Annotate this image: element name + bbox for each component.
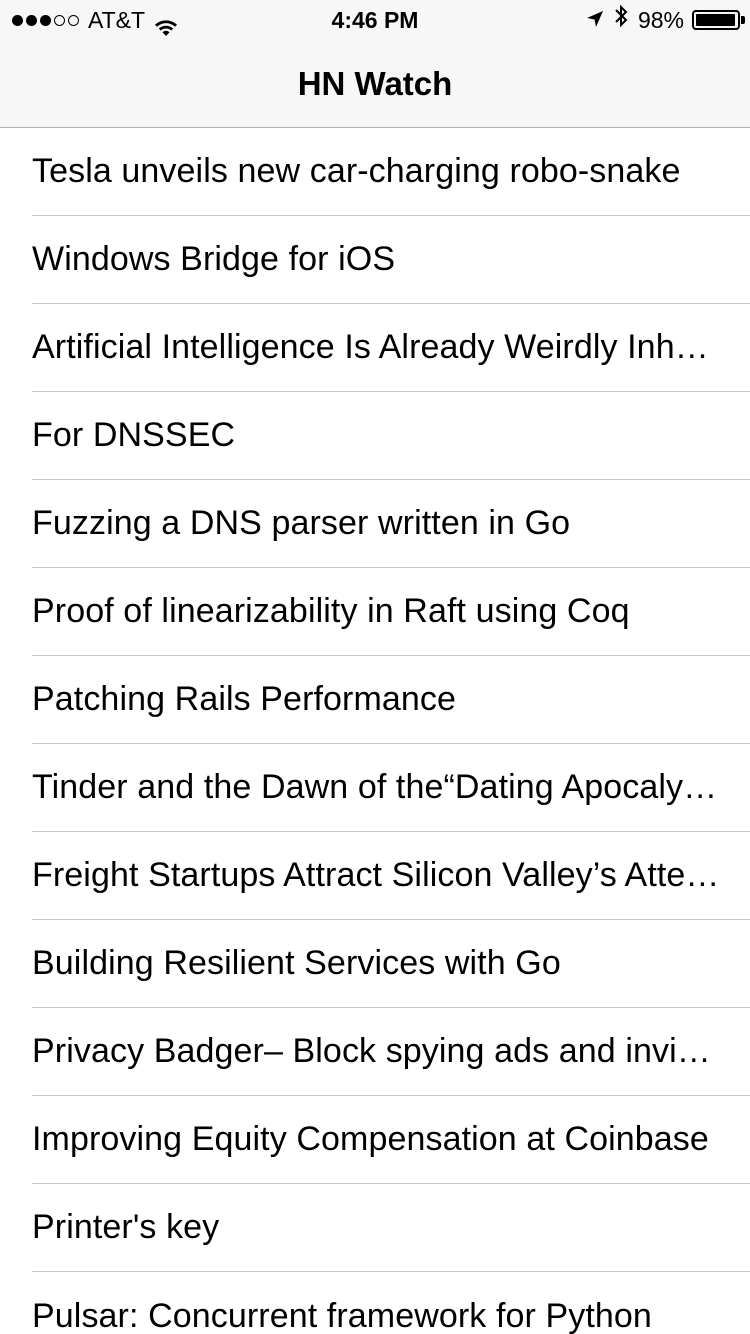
carrier-name: AT&T (88, 7, 146, 33)
signal-dot-empty (54, 14, 65, 26)
story-row[interactable]: Artificial Intelligence Is Already Weird… (0, 304, 750, 392)
status-bar: AT&T 4:46 PM 98% (0, 0, 750, 40)
story-row[interactable]: Freight Startups Attract Silicon Valley’… (0, 832, 750, 920)
story-row[interactable]: Fuzzing a DNS parser written in Go (0, 480, 750, 568)
location-arrow-icon (586, 0, 604, 40)
story-list[interactable]: Tesla unveils new car-charging robo-snak… (0, 128, 750, 1334)
story-title: Windows Bridge for iOS (32, 240, 396, 278)
signal-dot-filled (26, 14, 37, 26)
battery-cap (741, 16, 745, 24)
story-title: Building Resilient Services with Go (32, 944, 561, 982)
story-row[interactable]: Building Resilient Services with Go (0, 920, 750, 1008)
status-right: 98% (586, 0, 745, 40)
story-row[interactable]: Tesla unveils new car-charging robo-snak… (0, 128, 750, 216)
story-title: For DNSSEC (32, 416, 236, 454)
page-title: HN Watch (297, 65, 453, 102)
story-row[interactable]: Printer's key (0, 1184, 750, 1272)
signal-dot-empty (68, 14, 79, 26)
story-title: Improving Equity Compensation at Coinbas… (32, 1120, 709, 1158)
signal-dot-filled (40, 14, 51, 26)
story-title: Tesla unveils new car-charging robo-snak… (32, 152, 681, 190)
navigation-bar: HN Watch (0, 40, 750, 128)
story-title: Privacy Badger– Block spying ads and inv… (32, 1032, 720, 1070)
battery-fill (696, 14, 736, 26)
story-title: Printer's key (32, 1208, 220, 1246)
story-title: Patching Rails Performance (32, 680, 457, 718)
wifi-icon (153, 10, 179, 36)
story-title: Fuzzing a DNS parser written in Go (32, 504, 571, 542)
story-row[interactable]: Improving Equity Compensation at Coinbas… (0, 1096, 750, 1184)
story-row[interactable]: Patching Rails Performance (0, 656, 750, 744)
bluetooth-icon (614, 0, 628, 40)
story-title: Proof of linearizability in Raft using C… (32, 592, 630, 630)
signal-dot-filled (12, 14, 23, 26)
signal-strength-icon (12, 14, 82, 26)
story-row[interactable]: For DNSSEC (0, 392, 750, 480)
story-title: Freight Startups Attract Silicon Valley’… (32, 856, 720, 894)
story-row[interactable]: Tinder and the Dawn of the“Dating Apocal… (0, 744, 750, 832)
battery-percent: 98% (637, 7, 684, 33)
story-row[interactable]: Windows Bridge for iOS (0, 216, 750, 304)
story-row[interactable]: Pulsar: Concurrent framework for Python (0, 1272, 750, 1334)
story-title: Pulsar: Concurrent framework for Python (32, 1296, 652, 1334)
status-left: AT&T (12, 0, 179, 40)
story-title: Tinder and the Dawn of the“Dating Apocal… (32, 768, 720, 806)
story-row[interactable]: Proof of linearizability in Raft using C… (0, 568, 750, 656)
battery-icon (692, 10, 745, 30)
story-row[interactable]: Privacy Badger– Block spying ads and inv… (0, 1008, 750, 1096)
story-title: Artificial Intelligence Is Already Weird… (32, 328, 720, 366)
